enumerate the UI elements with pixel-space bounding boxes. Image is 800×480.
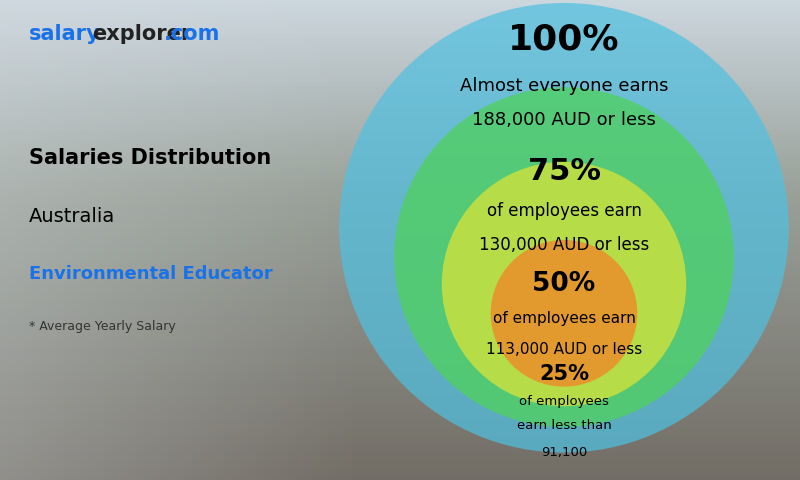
Text: of employees: of employees: [519, 395, 609, 408]
Text: 188,000 AUD or less: 188,000 AUD or less: [472, 111, 656, 129]
Text: 130,000 AUD or less: 130,000 AUD or less: [479, 236, 649, 254]
Text: explorer: explorer: [92, 24, 191, 44]
Text: of employees earn: of employees earn: [493, 311, 635, 326]
Text: Salaries Distribution: Salaries Distribution: [29, 148, 271, 168]
Text: of employees earn: of employees earn: [486, 202, 642, 220]
Text: .com: .com: [164, 24, 220, 44]
Text: 113,000 AUD or less: 113,000 AUD or less: [486, 342, 642, 358]
Circle shape: [339, 3, 789, 453]
Text: Environmental Educator: Environmental Educator: [29, 264, 273, 283]
Text: salary: salary: [29, 24, 101, 44]
Text: * Average Yearly Salary: * Average Yearly Salary: [29, 320, 175, 333]
Circle shape: [442, 162, 686, 406]
Text: Almost everyone earns: Almost everyone earns: [460, 77, 668, 95]
Text: 50%: 50%: [532, 271, 596, 297]
Circle shape: [490, 240, 638, 386]
Text: 91,100: 91,100: [541, 446, 587, 459]
Text: 75%: 75%: [527, 157, 601, 186]
Circle shape: [394, 87, 734, 427]
Text: 25%: 25%: [539, 364, 589, 384]
Text: Australia: Australia: [29, 206, 115, 226]
Text: 100%: 100%: [508, 23, 620, 57]
Text: earn less than: earn less than: [517, 419, 611, 432]
